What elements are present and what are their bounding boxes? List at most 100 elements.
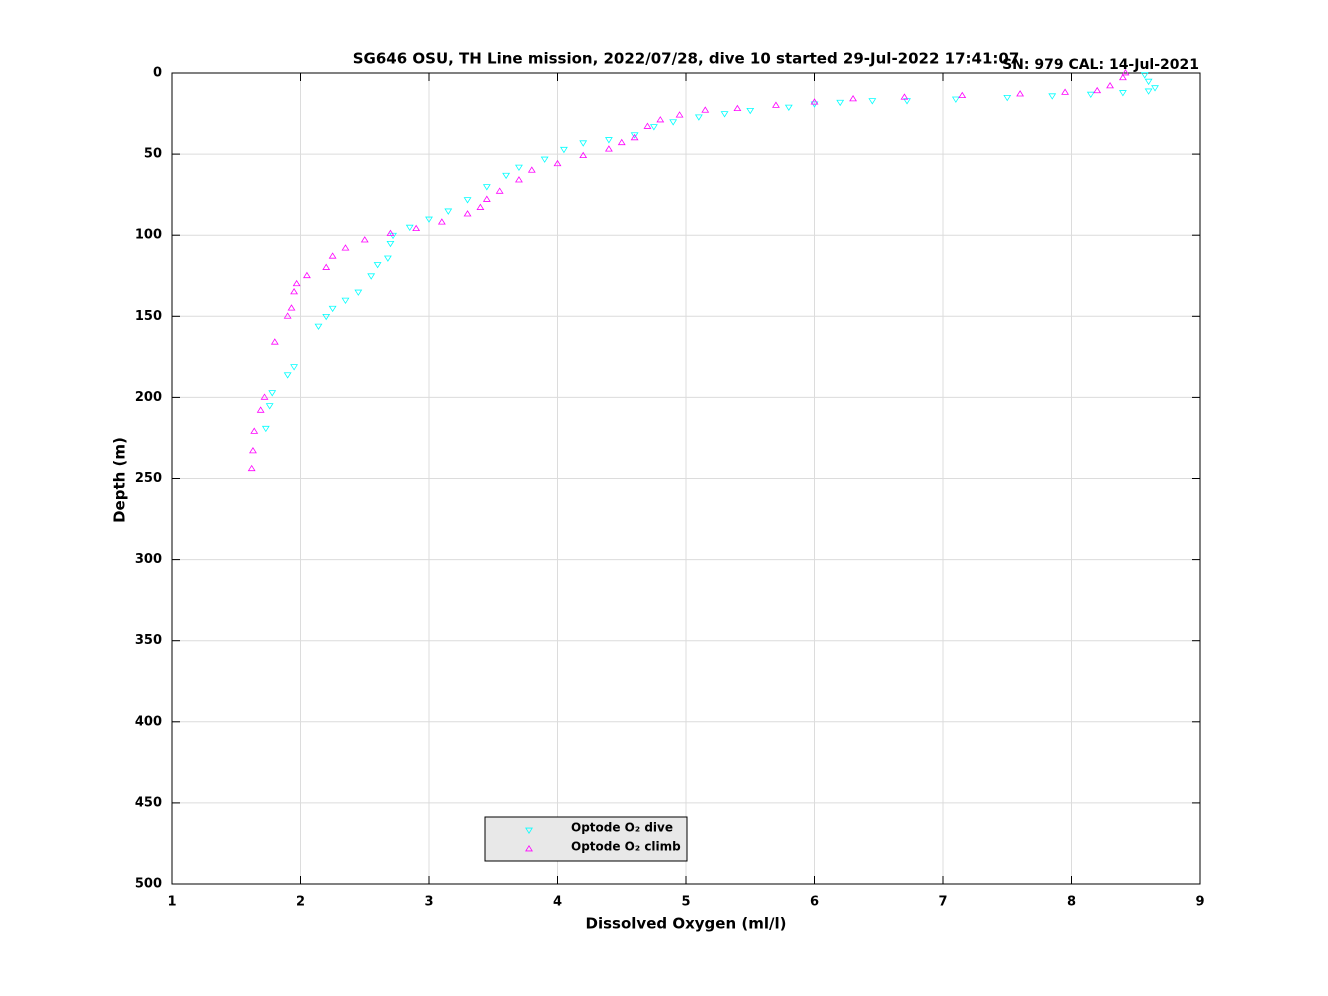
data-point	[1061, 88, 1070, 95]
data-point	[386, 240, 395, 248]
data-point	[314, 323, 323, 330]
data-point	[643, 122, 652, 129]
data-point	[604, 137, 613, 144]
data-point	[437, 218, 446, 225]
legend-marker	[525, 827, 533, 834]
x-tick-label: 2	[296, 895, 305, 910]
plot-frame	[171, 72, 1201, 885]
data-point	[540, 156, 549, 163]
data-point	[1118, 90, 1127, 97]
data-point	[630, 132, 639, 139]
data-point	[425, 216, 433, 223]
data-point	[354, 289, 363, 296]
data-point	[250, 427, 259, 434]
data-point	[283, 372, 292, 379]
data-point	[617, 138, 626, 146]
data-point	[367, 273, 376, 280]
y-tick-label: 200	[135, 390, 162, 405]
data-point	[1144, 78, 1153, 86]
x-axis-label: Dissolved Oxygen (ml/l)	[586, 915, 787, 933]
data-point	[341, 244, 350, 251]
annotation: SN: 979 CAL: 14-Jul-2021	[1002, 57, 1199, 73]
x-tick-label: 3	[424, 895, 433, 910]
data-point	[287, 304, 296, 311]
data-point	[360, 236, 369, 243]
data-point	[405, 224, 414, 232]
y-tick-label: 500	[135, 877, 162, 892]
data-point	[675, 111, 684, 118]
data-point	[249, 446, 257, 454]
data-point	[1086, 91, 1095, 99]
data-point	[527, 166, 536, 173]
data-point	[1144, 88, 1153, 95]
data-point	[412, 224, 421, 232]
data-point	[772, 101, 780, 108]
data-point	[1048, 93, 1057, 100]
data-point	[669, 119, 678, 126]
y-tick-label: 350	[135, 633, 162, 648]
data-point	[292, 279, 301, 287]
data-point	[444, 208, 453, 215]
x-tick-label: 4	[553, 895, 562, 910]
data-point	[958, 91, 967, 99]
data-point	[656, 116, 665, 123]
data-point	[694, 114, 703, 121]
legend-box	[484, 816, 688, 862]
data-point	[290, 288, 298, 295]
data-point	[256, 406, 265, 413]
data-point	[900, 93, 909, 100]
data-point	[265, 403, 274, 410]
data-point	[515, 176, 523, 183]
legend-label: Optode O₂ dive	[571, 821, 673, 835]
data-point	[951, 96, 960, 103]
data-point	[290, 364, 298, 371]
data-point	[495, 187, 504, 194]
y-tick-label: 100	[135, 228, 162, 243]
data-point	[560, 146, 568, 154]
y-axis-label: Depth (m)	[111, 437, 129, 523]
data-point	[322, 313, 331, 321]
data-point	[270, 338, 279, 345]
data-point	[849, 94, 857, 102]
x-tick-label: 8	[1067, 895, 1076, 910]
y-tick-label: 400	[135, 714, 162, 729]
y-tick-label: 0	[153, 66, 162, 81]
data-point	[328, 305, 337, 313]
data-point	[303, 271, 311, 279]
data-point	[630, 133, 639, 141]
data-point	[268, 390, 277, 397]
data-point	[784, 104, 793, 112]
data-point	[247, 464, 256, 472]
data-point	[476, 203, 485, 210]
data-point	[283, 312, 292, 319]
data-point	[463, 197, 472, 204]
data-point	[579, 140, 588, 147]
data-point	[868, 98, 877, 105]
data-point	[1016, 90, 1025, 97]
data-point	[373, 262, 382, 269]
data-point	[649, 124, 658, 131]
data-point	[1121, 69, 1130, 76]
data-point	[482, 184, 491, 191]
y-tick-label: 300	[135, 552, 162, 567]
data-point	[701, 106, 710, 113]
x-tick-label: 1	[167, 895, 176, 910]
data-point	[579, 151, 588, 159]
data-point	[553, 159, 562, 167]
data-point	[1140, 72, 1149, 79]
data-point	[1106, 82, 1114, 89]
data-point	[733, 104, 742, 112]
data-point	[322, 263, 331, 270]
data-point	[341, 297, 350, 305]
data-point	[1003, 95, 1012, 102]
data-point	[810, 98, 819, 105]
data-point	[383, 255, 392, 262]
y-tick-label: 450	[135, 795, 162, 810]
y-tick-label: 50	[144, 147, 162, 162]
data-point	[482, 195, 491, 202]
x-tick-label: 7	[938, 895, 947, 910]
data-point	[836, 99, 845, 107]
chart-title: SG646 OSU, TH Line mission, 2022/07/28, …	[353, 50, 1020, 68]
data-point	[1118, 73, 1127, 81]
